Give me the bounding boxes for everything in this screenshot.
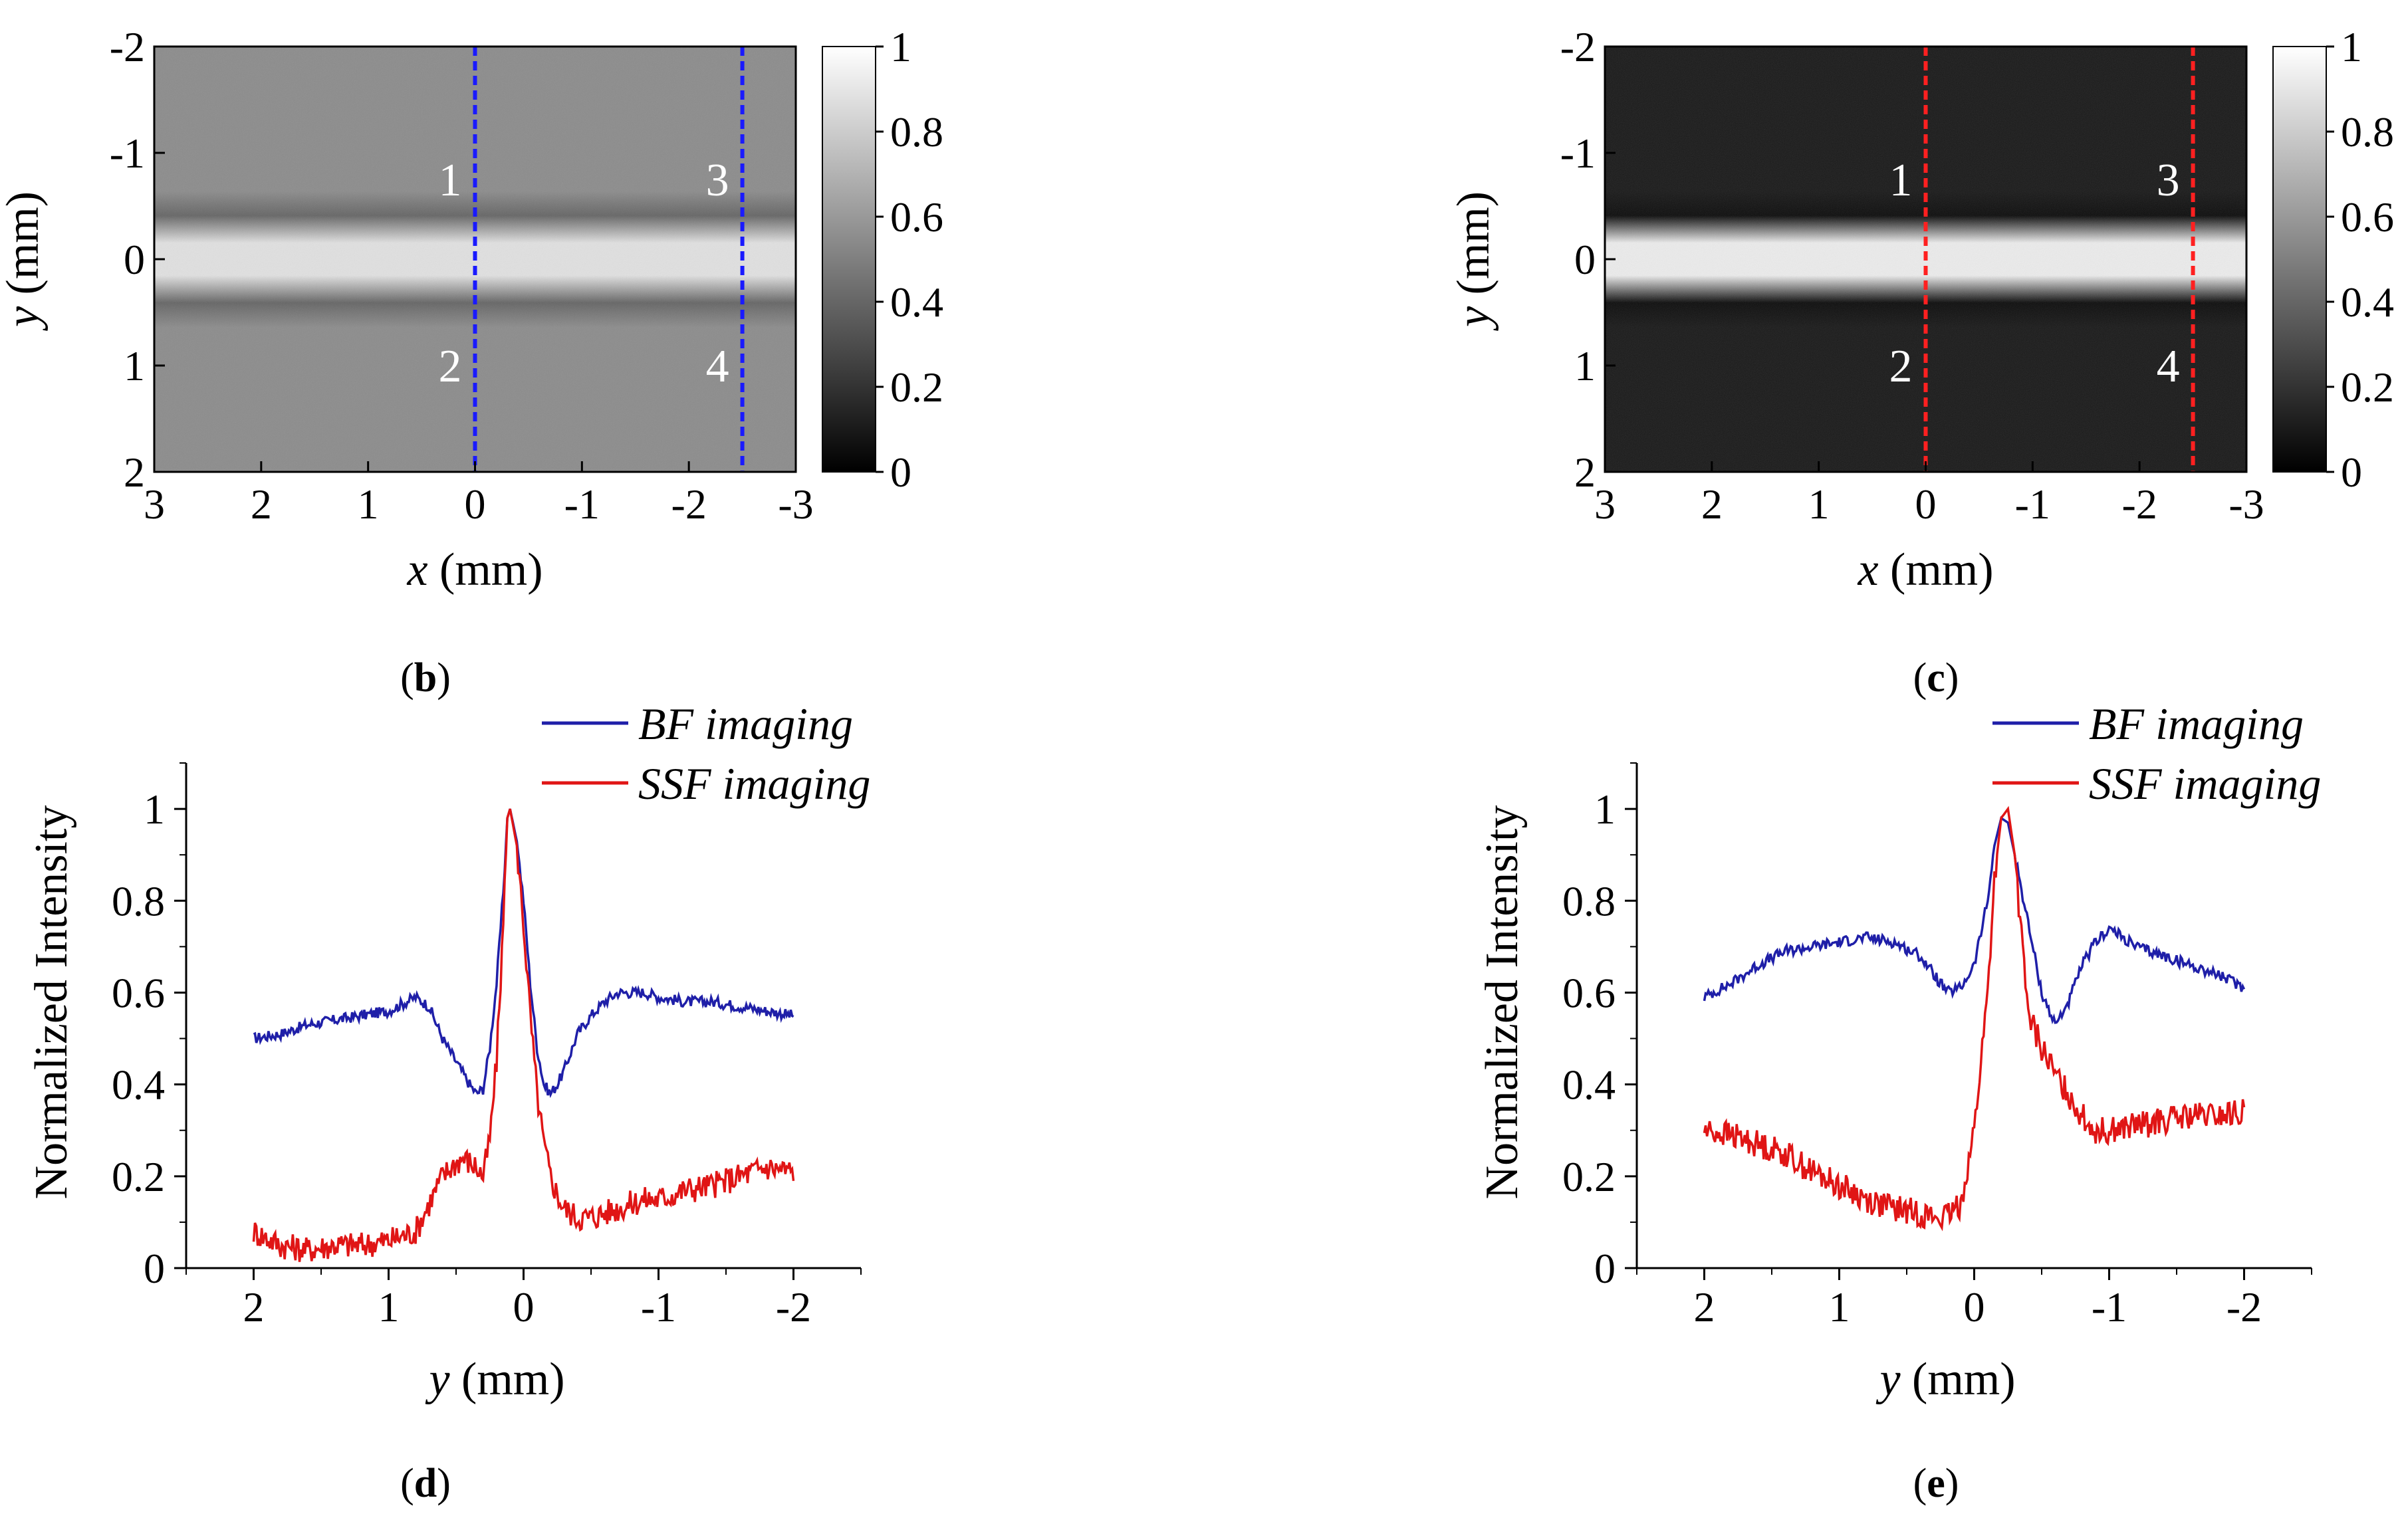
series-ssf-line [252,808,795,1262]
x-axis-label: y (mm) [1875,1354,2015,1405]
x-tick-label: -2 [671,481,707,528]
colorbar-tick-label: 0.6 [2341,193,2394,241]
colorbar-tick-label: 0.8 [2341,108,2394,156]
y-tick-label: 0.2 [112,1153,165,1200]
y-tick-label: 0.4 [1562,1061,1616,1109]
y-tick-label: 0.6 [1562,969,1616,1016]
marker-2: 2 [439,341,462,392]
y-tick-label: -2 [1560,23,1596,70]
legend-label-ssf: SSF imaging [2089,758,2321,809]
colorbar-tick-label: 1 [890,23,911,70]
colorbar-tick-label: 0.8 [890,108,943,156]
y-tick-label: 1 [1574,342,1596,389]
x-tick-label: -1 [2015,481,2050,528]
panel-e: 0 0.2 0.4 0.6 0.8 1 2 1 0 -1 -2 y (mm) Normalized In… [1477,699,2321,1405]
panel-label-c: (c) [1913,655,1959,701]
marker-3: 3 [2157,155,2180,206]
legend-label-bf: BF imaging [2089,699,2304,749]
x-tick-label: 0 [1915,481,1937,528]
series-bf-line [1703,815,2246,1025]
x-tick-label: -1 [2092,1283,2127,1331]
y-tick-label: 0.8 [1562,877,1616,924]
x-tick-label: 2 [251,481,272,528]
y-tick-label: 0 [144,1245,165,1292]
y-tick-label: 2 [1574,449,1596,496]
y-tick-label: -2 [110,23,145,70]
y-tick-label: 0.6 [112,969,165,1016]
colorbar-tick-label: 0.6 [890,193,943,241]
marker-3: 3 [706,155,729,206]
panel-label-d: (d) [400,1461,451,1506]
x-tick-label: 0 [465,481,486,528]
colorbar [822,46,876,473]
x-tick-label: -2 [2227,1283,2262,1331]
x-tick-label: -3 [778,481,813,528]
y-axis-label: y (mm) [1448,191,1499,331]
x-tick-label: -2 [2122,481,2157,528]
y-tick-label: 1 [124,342,145,389]
x-tick-label: -1 [641,1283,676,1331]
x-tick-label: 3 [144,481,165,528]
x-axis-label: x (mm) [406,544,542,596]
series-ssf-line [1703,806,2246,1232]
x-tick-label: -1 [564,481,600,528]
panel-label-b: (b) [400,655,451,701]
y-axis-label: Normalized Intensity [26,806,77,1200]
y-tick-label: 0 [124,236,145,283]
x-tick-label: 0 [1964,1283,1985,1331]
x-tick-label: -2 [776,1283,811,1331]
colorbar-tick-label: 0.4 [890,278,943,326]
x-tick-label: 1 [1829,1283,1850,1331]
y-tick-label: 1 [1594,786,1616,833]
colorbar-tick-label: 0 [890,449,911,496]
x-tick-label: -3 [2228,481,2264,528]
colorbar-tick-label: 0.2 [890,364,943,411]
y-tick-label: 0.2 [1562,1153,1616,1200]
marker-2: 2 [1889,341,1913,392]
colorbar [2272,46,2327,473]
panel-label-e: (e) [1913,1461,1959,1506]
x-tick-label: 1 [358,481,379,528]
x-tick-label: 2 [1694,1283,1715,1331]
y-tick-label: -1 [1560,130,1596,177]
y-tick-label: -1 [110,130,145,177]
marker-4: 4 [2157,341,2180,392]
x-tick-label: 1 [378,1283,400,1331]
x-axis-label: y (mm) [425,1354,564,1405]
x-tick-label: 3 [1594,481,1616,528]
y-tick-label: 0.8 [112,877,165,924]
marker-4: 4 [706,341,729,392]
x-tick-label: 0 [513,1283,535,1331]
y-axis-label: Normalized Intensity [1477,806,1528,1200]
marker-1: 1 [1889,155,1913,206]
marker-1: 1 [439,155,462,206]
y-tick-label: 0.4 [112,1061,165,1109]
x-tick-label: 2 [243,1283,265,1331]
x-axis-label: x (mm) [1857,544,1993,596]
y-tick-label: 2 [124,449,145,496]
legend-label-ssf: SSF imaging [638,758,870,809]
panel-d: 0 0.2 0.4 0.6 0.8 1 2 1 0 -1 -2 y (mm) Normalized In… [26,699,870,1405]
colorbar-tick-label: 0.4 [2341,278,2394,326]
colorbar-tick-label: 0.2 [2341,364,2394,411]
legend-label-bf: BF imaging [638,699,853,749]
y-tick-label: 0 [1594,1245,1616,1292]
y-tick-label: 0 [1574,236,1596,283]
x-tick-label: 2 [1701,481,1723,528]
y-axis-label: y (mm) [0,191,49,331]
colorbar-tick-label: 1 [2341,23,2362,70]
y-tick-label: 1 [144,786,165,833]
colorbar-tick-label: 0 [2341,449,2362,496]
series-bf-line [253,808,794,1099]
x-tick-label: 1 [1808,481,1830,528]
